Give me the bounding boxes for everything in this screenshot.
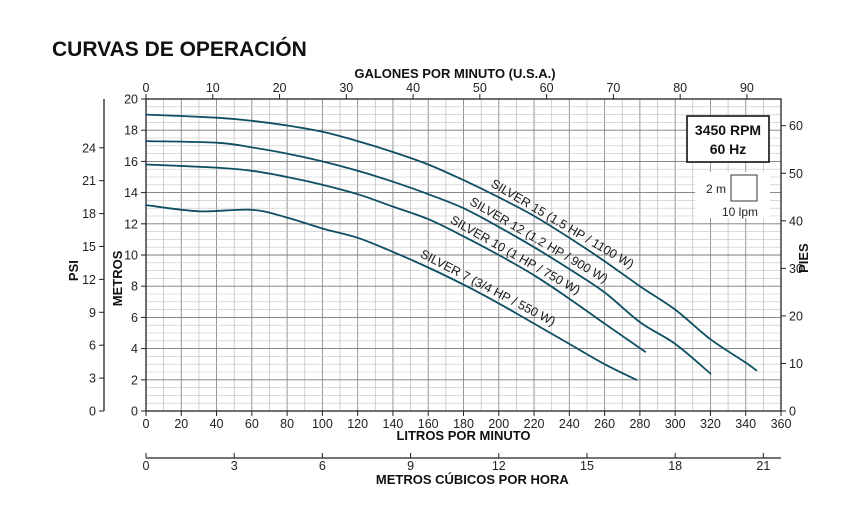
top-tick-label: 20 bbox=[273, 81, 287, 95]
y-tick-label: 12 bbox=[124, 217, 138, 231]
y-axis-title: METROS bbox=[110, 250, 125, 306]
right-tick-label: 0 bbox=[789, 405, 796, 419]
top-tick-label: 50 bbox=[473, 81, 487, 95]
x-tick-label: 140 bbox=[383, 417, 404, 431]
m3h-tick-label: 15 bbox=[580, 459, 594, 473]
m3h-tick-label: 6 bbox=[319, 459, 326, 473]
x-tick-label: 240 bbox=[559, 417, 580, 431]
x-tick-label: 200 bbox=[488, 417, 509, 431]
scale-meters-label: 2 m bbox=[706, 182, 726, 196]
series-curve-3 bbox=[145, 204, 638, 381]
right-tick-label: 60 bbox=[789, 119, 803, 133]
right-tick-label: 10 bbox=[789, 357, 803, 371]
x-tick-label: 80 bbox=[280, 417, 294, 431]
top-tick-label: 0 bbox=[143, 81, 150, 95]
y-tick-label: 4 bbox=[131, 342, 138, 356]
y-tick-label: 18 bbox=[124, 124, 138, 138]
x-tick-label: 340 bbox=[735, 417, 756, 431]
series-curve-0 bbox=[145, 113, 758, 372]
top-axis-title: GALONES POR MINUTO (U.S.A.) bbox=[354, 66, 555, 81]
y-tick-label: 20 bbox=[124, 93, 138, 107]
x-tick-label: 180 bbox=[453, 417, 474, 431]
top-tick-label: 90 bbox=[740, 81, 754, 95]
m3h-tick-label: 18 bbox=[668, 459, 682, 473]
chart-axes: 0 20 40 60 80 100 120 140 160 180 200 220 240 260 280 3… bbox=[66, 66, 811, 487]
x-tick-label: 100 bbox=[312, 417, 333, 431]
top-tick-label: 40 bbox=[406, 81, 420, 95]
y-tick-label: 0 bbox=[131, 405, 138, 419]
y-tick-label: 14 bbox=[124, 186, 138, 200]
m3h-tick-label: 3 bbox=[231, 459, 238, 473]
right-tick-label: 50 bbox=[789, 167, 803, 181]
right-axis-title: PIES bbox=[796, 243, 811, 273]
page-title: CURVAS DE OPERACIÓN bbox=[52, 37, 307, 61]
y-tick-label: 2 bbox=[131, 373, 138, 387]
rpm-box bbox=[686, 115, 770, 163]
y-tick-label: 10 bbox=[124, 249, 138, 263]
psi-tick-label: 15 bbox=[82, 240, 96, 254]
psi-tick-label: 3 bbox=[89, 372, 96, 386]
right-tick-label: 40 bbox=[789, 214, 803, 228]
x-tick-label: 360 bbox=[771, 417, 792, 431]
x-tick-label: 20 bbox=[174, 417, 188, 431]
series-labels: SILVER 15 (1.5 HP / 1100 W)SILVER 12 (1.… bbox=[418, 177, 636, 329]
x-tick-label: 60 bbox=[245, 417, 259, 431]
x-tick-label: 320 bbox=[700, 417, 721, 431]
y-tick-label: 6 bbox=[131, 311, 138, 325]
top-tick-label: 30 bbox=[339, 81, 353, 95]
m3h-tick-label: 12 bbox=[492, 459, 506, 473]
hz-label: 60 Hz bbox=[710, 141, 747, 157]
psi-tick-label: 21 bbox=[82, 174, 96, 188]
top-tick-label: 70 bbox=[606, 81, 620, 95]
scale-lpm-label: 10 lpm bbox=[722, 205, 758, 219]
x-tick-label: 40 bbox=[210, 417, 224, 431]
x-tick-label: 220 bbox=[524, 417, 545, 431]
y-tick-label: 16 bbox=[124, 155, 138, 169]
series-curve-2 bbox=[145, 163, 647, 353]
psi-tick-label: 6 bbox=[89, 339, 96, 353]
right-tick-label: 30 bbox=[789, 262, 803, 276]
y-tick-label: 8 bbox=[131, 280, 138, 294]
psi-axis-title: PSI bbox=[66, 260, 81, 281]
rpm-label: 3450 RPM bbox=[695, 122, 761, 138]
psi-tick-label: 9 bbox=[89, 306, 96, 320]
m3h-tick-label: 0 bbox=[143, 459, 150, 473]
x-tick-label: 120 bbox=[347, 417, 368, 431]
m3h-tick-label: 21 bbox=[756, 459, 770, 473]
top-tick-label: 10 bbox=[206, 81, 220, 95]
chart-grid bbox=[146, 99, 781, 411]
right-tick-label: 20 bbox=[789, 309, 803, 323]
series-curve-1 bbox=[145, 140, 712, 375]
chart-series bbox=[145, 113, 758, 381]
x-tick-label: 160 bbox=[418, 417, 439, 431]
top-tick-label: 60 bbox=[540, 81, 554, 95]
x-tick-label: 0 bbox=[143, 417, 150, 431]
x-tick-label: 280 bbox=[629, 417, 650, 431]
m3h-tick-label: 9 bbox=[407, 459, 414, 473]
top-tick-label: 80 bbox=[673, 81, 687, 95]
x-tick-label: 300 bbox=[665, 417, 686, 431]
psi-tick-label: 0 bbox=[89, 405, 96, 419]
psi-tick-label: 18 bbox=[82, 207, 96, 221]
scale-square bbox=[730, 174, 758, 202]
m3h-axis-title: METROS CÚBICOS POR HORA bbox=[376, 472, 569, 487]
x-tick-label: 260 bbox=[594, 417, 615, 431]
psi-tick-label: 12 bbox=[82, 273, 96, 287]
x-axis-title: LITROS POR MINUTO bbox=[396, 428, 530, 443]
psi-tick-label: 24 bbox=[82, 141, 96, 155]
